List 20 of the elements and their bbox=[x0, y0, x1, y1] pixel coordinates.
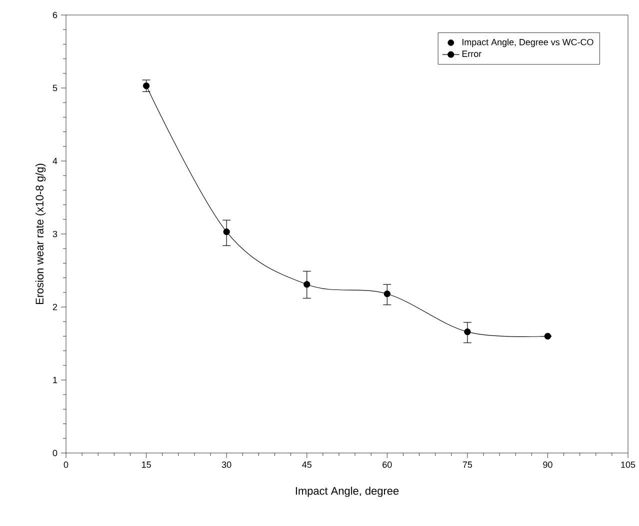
legend-label: Impact Angle, Degree vs WC-CO bbox=[462, 38, 594, 48]
legend-label: Error bbox=[462, 50, 482, 57]
x-tick-label: 105 bbox=[621, 462, 636, 468]
y-tick-label: 5 bbox=[52, 84, 58, 92]
x-tick-label: 60 bbox=[382, 462, 392, 468]
y-tick-label: 4 bbox=[52, 158, 58, 164]
x-tick-label: 30 bbox=[222, 462, 232, 468]
point bbox=[544, 332, 552, 340]
x-tick-label: 15 bbox=[142, 462, 151, 468]
x-tick-label: 75 bbox=[462, 462, 472, 468]
y-tick-label: 6 bbox=[52, 12, 58, 18]
x-tick-label: 0 bbox=[64, 462, 68, 468]
y-tick-label: 1 bbox=[53, 376, 58, 384]
x-tick-label: 45 bbox=[302, 462, 312, 468]
y-tick-label: 2 bbox=[52, 304, 58, 310]
x-axis-title: Impact Angle, degree bbox=[296, 486, 399, 497]
y-tick-label: 0 bbox=[52, 450, 58, 456]
x-tick-label: 90 bbox=[543, 462, 552, 468]
y-tick-label: 3 bbox=[52, 230, 58, 238]
y-axis-title: Erosion wear rate (x10-8 g/g) bbox=[35, 164, 46, 304]
